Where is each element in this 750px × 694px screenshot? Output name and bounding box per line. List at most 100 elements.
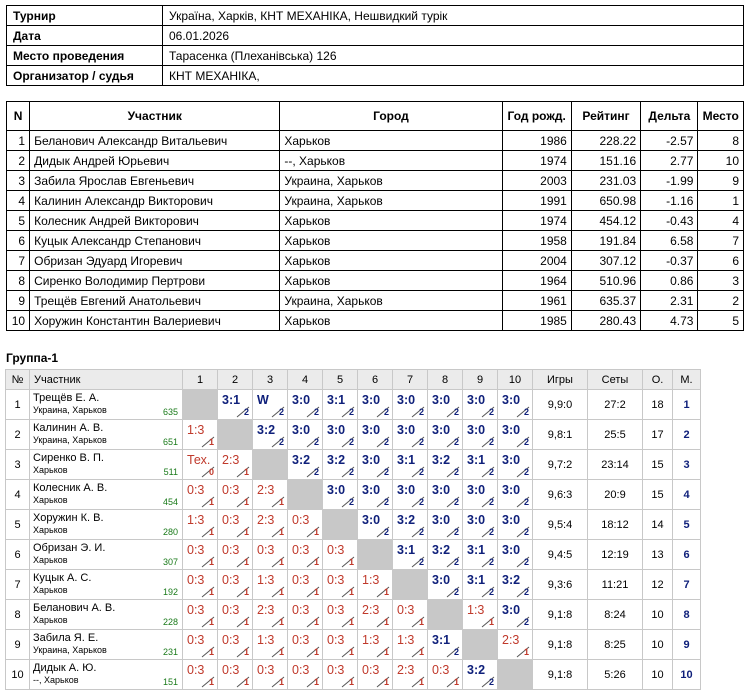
- match-result-cell: 3:2 2: [462, 659, 498, 690]
- slash-mark: [341, 676, 355, 688]
- match-points: 2: [313, 407, 319, 417]
- self-cell: [322, 509, 358, 540]
- match-score: 3:1: [432, 633, 451, 647]
- sets-cell: 25:5: [587, 419, 643, 450]
- slash-mark: [201, 646, 215, 658]
- slash-mark: [341, 436, 355, 448]
- participants-header: N: [5, 101, 31, 131]
- participant-city: Харьков: [279, 270, 503, 291]
- match-score: 0:3: [187, 663, 205, 677]
- match-result-cell: 2:3 1: [252, 479, 288, 510]
- player-rating: 307: [162, 557, 178, 567]
- crosstable-row: 10 Дидык А. Ю. --, Харьков 151 0:3 1 0:3 1 0:3 1 0…: [5, 659, 701, 690]
- match-score: 3:1: [467, 453, 486, 467]
- participant-city: Украина, Харьков: [279, 290, 503, 311]
- points-cell: 13: [642, 539, 673, 570]
- participant-birth-year: 1964: [501, 270, 572, 291]
- slash-mark: [411, 646, 425, 658]
- sets-cell: 20:9: [587, 479, 643, 510]
- participant-rating: 280.43: [570, 310, 642, 331]
- participant-delta: -0.37: [640, 250, 699, 271]
- participant-number: 8: [5, 270, 31, 291]
- match-points: 1: [418, 647, 424, 657]
- slash-mark: [411, 526, 425, 538]
- match-result-cell: 3:0 2: [357, 449, 393, 480]
- match-points: 2: [418, 497, 424, 507]
- player-cell: Куцык А. С. Харьков 192: [29, 569, 183, 600]
- match-score: 2:3: [257, 603, 275, 617]
- crosstable-header: 8: [427, 369, 463, 390]
- match-result-cell: 0:3 1: [217, 659, 253, 690]
- match-score: 3:2: [432, 543, 451, 557]
- match-points: 2: [523, 437, 529, 447]
- participant-delta: -0.43: [640, 210, 699, 231]
- participant-number: 6: [5, 230, 31, 251]
- player-city: Украина, Харьков: [33, 645, 107, 655]
- player-name: Калинин А. В.: [33, 422, 104, 434]
- participant-city: Украина, Харьков: [279, 170, 503, 191]
- player-cell: Обризан Э. И. Харьков 307: [29, 539, 183, 570]
- match-score: 3:0: [502, 483, 521, 497]
- match-points: 2: [453, 557, 459, 567]
- match-result-cell: 1:3 1: [392, 629, 428, 660]
- slash-mark: [516, 526, 530, 538]
- participant-rating: 510.96: [570, 270, 642, 291]
- match-points: 2: [488, 587, 494, 597]
- match-result-cell: 3:0 2: [357, 389, 393, 420]
- participants-header: Рейтинг: [570, 101, 642, 131]
- match-score: 3:0: [397, 483, 416, 497]
- participant-city: --, Харьков: [279, 150, 503, 171]
- info-label: Место проведения: [6, 45, 163, 66]
- slash-mark: [201, 556, 215, 568]
- player-city: Харьков: [33, 585, 68, 595]
- crosstable-row: 7 Куцык А. С. Харьков 192 0:3 1 0:3 1 1:3 1 0:3 1 0:…: [5, 569, 701, 600]
- match-result-cell: 0:3 1: [322, 539, 358, 570]
- place-cell: 7: [672, 569, 701, 600]
- slash-mark: [481, 556, 495, 568]
- slash-mark: [271, 616, 285, 628]
- slash-mark: [271, 406, 285, 418]
- slash-mark: [341, 406, 355, 418]
- match-points: 1: [278, 617, 284, 627]
- slash-mark: [306, 646, 320, 658]
- match-points: 2: [488, 557, 494, 567]
- place-cell: 10: [672, 659, 701, 690]
- games-cell: 9,5:4: [532, 509, 588, 540]
- participant-row: 10 Хоружин Константин Валериевич Харьков 19…: [5, 310, 744, 331]
- match-points: 2: [453, 527, 459, 537]
- participant-place: 2: [697, 290, 744, 311]
- row-number: 2: [5, 419, 30, 450]
- match-result-cell: 3:1 2: [322, 389, 358, 420]
- match-points: 2: [488, 497, 494, 507]
- match-score: 1:3: [467, 603, 485, 617]
- slash-mark: [306, 466, 320, 478]
- match-points: 2: [348, 467, 354, 477]
- match-score: 3:0: [362, 453, 381, 467]
- match-result-cell: 3:2 2: [392, 509, 428, 540]
- match-score: 3:0: [502, 393, 521, 407]
- match-result-cell: 3:0 2: [427, 569, 463, 600]
- match-points: 1: [278, 647, 284, 657]
- match-result-cell: 3:0 2: [462, 509, 498, 540]
- match-score: 2:3: [362, 603, 380, 617]
- match-result-cell: 3:0 2: [427, 389, 463, 420]
- participant-birth-year: 1958: [501, 230, 572, 251]
- crosstable-header: 6: [357, 369, 393, 390]
- match-score: 1:3: [257, 573, 275, 587]
- place-cell: 8: [672, 599, 701, 630]
- match-score: 3:0: [467, 513, 486, 527]
- match-score: 3:0: [502, 513, 521, 527]
- match-score: 0:3: [362, 663, 380, 677]
- match-score: 3:0: [502, 453, 521, 467]
- match-points: 2: [488, 467, 494, 477]
- match-points: 2: [383, 467, 389, 477]
- slash-mark: [341, 466, 355, 478]
- slash-mark: [236, 406, 250, 418]
- place-cell: 4: [672, 479, 701, 510]
- match-result-cell: 3:1 2: [462, 449, 498, 480]
- participant-name: Калинин Александр Викторович: [29, 190, 281, 211]
- crosstable-header: 4: [287, 369, 323, 390]
- points-cell: 15: [642, 479, 673, 510]
- match-result-cell: 3:0 2: [497, 539, 533, 570]
- info-row: Турнир Україна, Харків, КНТ МЕХАНІКА, Неш…: [6, 5, 744, 26]
